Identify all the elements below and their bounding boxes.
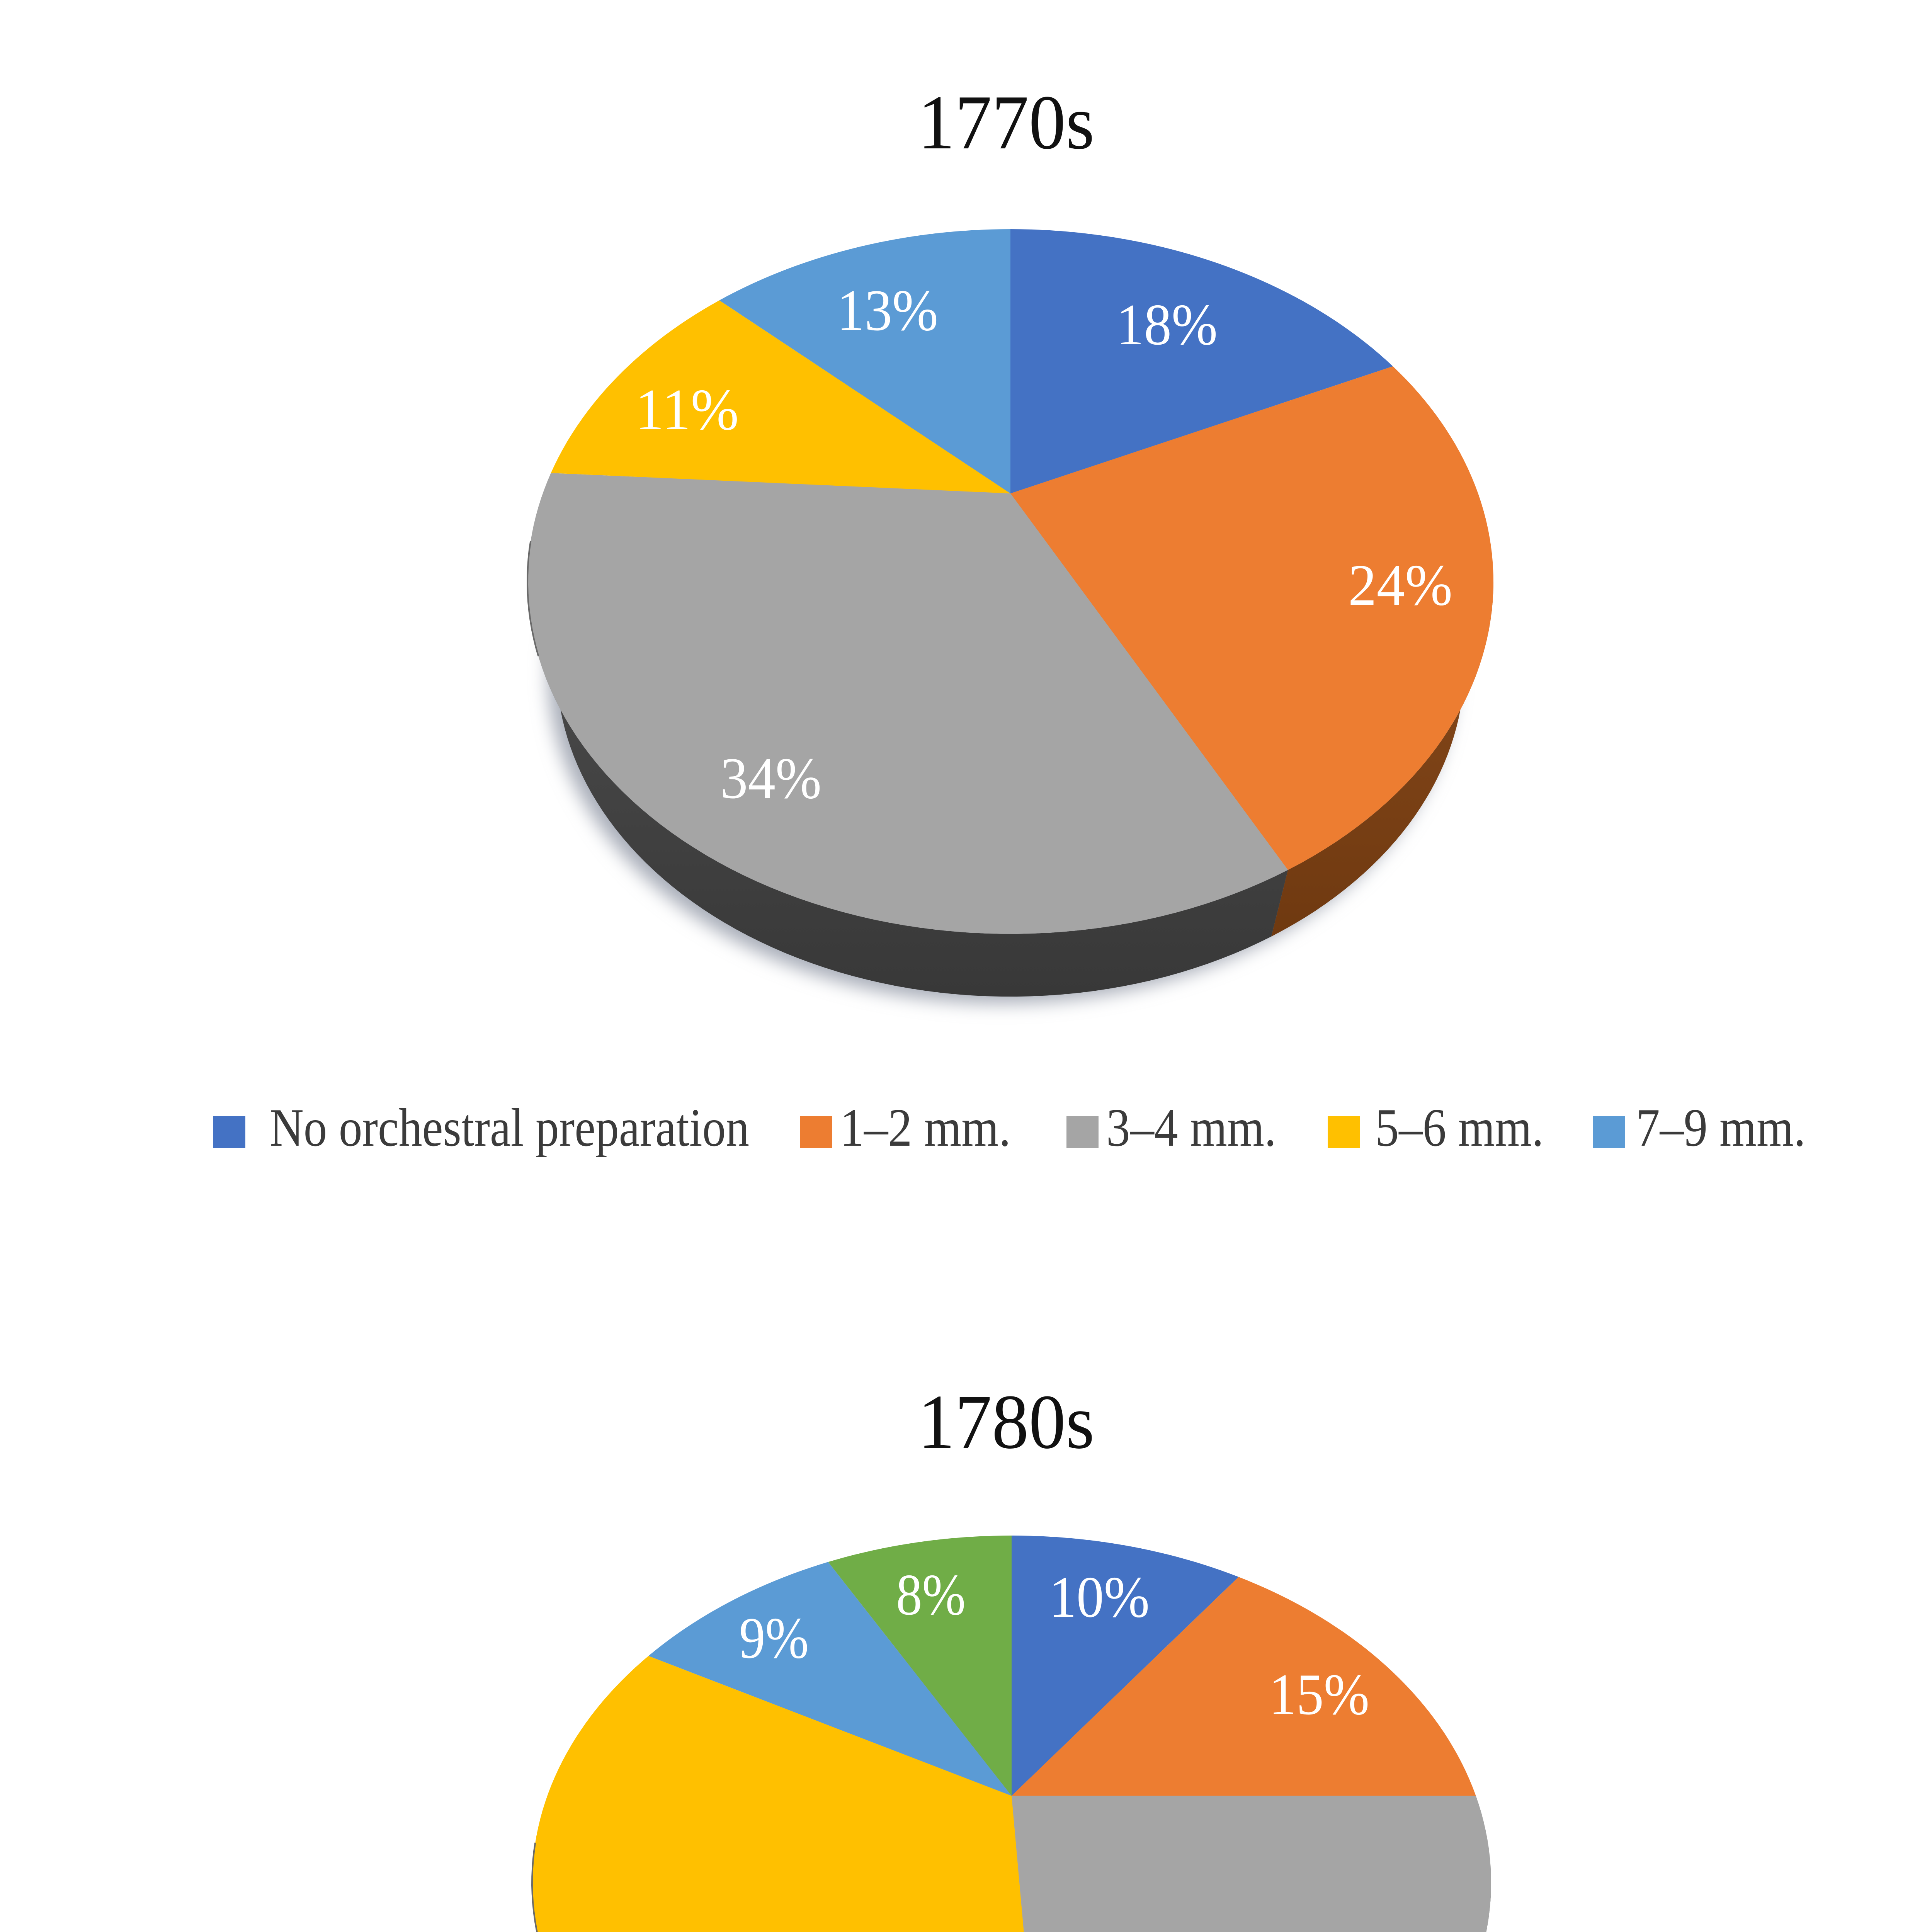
svg-text:3–4 mm.: 3–4 mm.: [1106, 1098, 1276, 1158]
svg-text:24%: 24%: [1348, 553, 1452, 617]
svg-text:7–9 mm.: 7–9 mm.: [1636, 1098, 1806, 1158]
svg-text:10%: 10%: [1049, 1565, 1150, 1629]
svg-text:34%: 34%: [720, 746, 821, 811]
svg-text:No orchestral preparation: No orchestral preparation: [270, 1098, 749, 1158]
svg-text:1–2 mm.: 1–2 mm.: [840, 1098, 1011, 1158]
svg-text:11%: 11%: [635, 377, 739, 442]
svg-text:9%: 9%: [739, 1605, 809, 1670]
svg-text:1780s: 1780s: [918, 1379, 1095, 1465]
svg-text:8%: 8%: [896, 1562, 966, 1627]
svg-text:15%: 15%: [1269, 1662, 1369, 1727]
svg-text:1770s: 1770s: [918, 80, 1095, 165]
svg-text:13%: 13%: [837, 278, 938, 343]
svg-text:18%: 18%: [1116, 292, 1218, 357]
svg-text:5–6 mm.: 5–6 mm.: [1375, 1098, 1544, 1158]
